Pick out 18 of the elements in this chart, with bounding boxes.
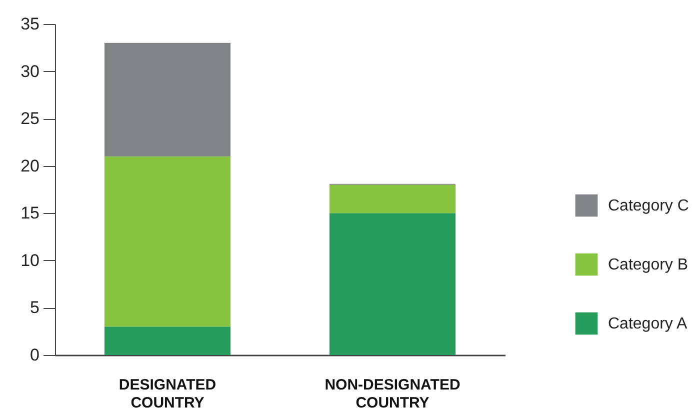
legend-label: Category B — [608, 256, 688, 274]
y-tick-label: 10 — [20, 250, 40, 270]
bar — [104, 42, 230, 156]
y-tick-label: 0 — [30, 346, 40, 364]
y-tick-label: 25 — [20, 109, 40, 128]
y-tick-label: 30 — [20, 62, 40, 81]
y-tick-label: 20 — [20, 156, 40, 176]
x-tick-label: NON-DESIGNATED COUNTRY — [324, 376, 460, 412]
bar — [330, 213, 456, 355]
y-tick-label: 15 — [20, 204, 40, 223]
legend-label: Category C — [608, 198, 689, 214]
bar — [330, 184, 456, 214]
y-tick-label: 5 — [30, 298, 40, 318]
y-tick-label: 35 — [20, 14, 40, 34]
legend-label: Category A — [608, 316, 688, 332]
bar — [104, 326, 230, 355]
bar — [104, 156, 230, 327]
x-tick-label: DESIGNATED COUNTRY — [118, 376, 216, 412]
